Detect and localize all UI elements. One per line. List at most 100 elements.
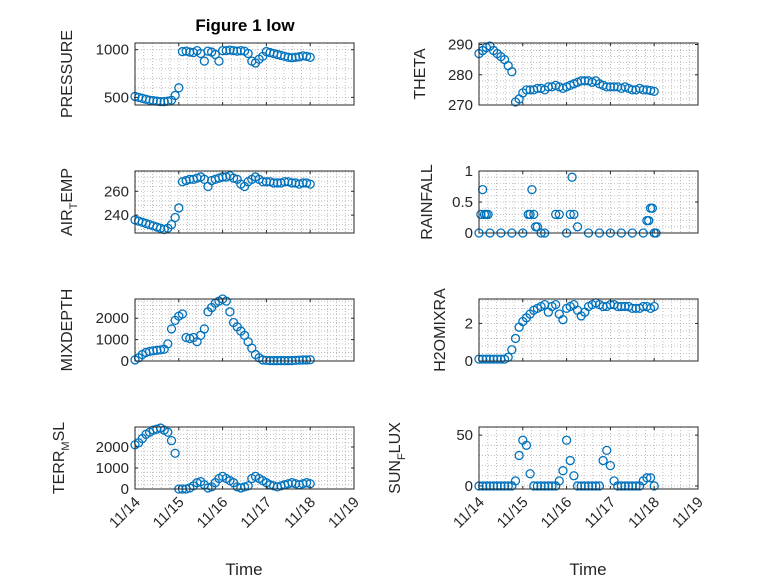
data-point xyxy=(298,355,308,365)
data-point xyxy=(163,427,173,437)
data-point xyxy=(613,481,623,491)
data-point xyxy=(627,481,637,491)
y-tick-label: 50 xyxy=(456,427,473,444)
data-point xyxy=(569,209,579,220)
data-point xyxy=(305,355,315,365)
data-point xyxy=(305,179,315,189)
data-point xyxy=(594,481,605,491)
data-point xyxy=(521,440,532,450)
panel-pressure-y-ticks: 500 1000 xyxy=(96,42,354,106)
sun-flux-label-b: LUX xyxy=(387,422,404,453)
panel-rainfall-grid xyxy=(479,171,698,233)
y-tick-label: 0 xyxy=(121,353,129,370)
data-point xyxy=(551,299,561,310)
y-tick-label: 1000 xyxy=(96,332,129,349)
data-point xyxy=(228,45,239,56)
data-point xyxy=(525,469,535,479)
air-temp-label-a: AIR xyxy=(59,209,76,236)
data-point xyxy=(269,481,279,491)
data-point xyxy=(532,481,543,491)
data-point xyxy=(569,471,579,481)
data-point xyxy=(239,482,250,492)
panel-theta-x-ticks xyxy=(478,43,699,105)
data-point xyxy=(481,481,491,491)
figure-title: Figure 1 low xyxy=(195,16,295,35)
data-point xyxy=(627,303,637,314)
data-point xyxy=(481,354,491,364)
data-point xyxy=(298,479,308,489)
data-point xyxy=(576,481,586,491)
panel-terr-msl-xlabel: Time xyxy=(225,560,262,579)
data-point xyxy=(507,67,517,77)
data-point xyxy=(561,435,572,445)
data-point xyxy=(616,301,626,312)
panel-air-temp-marks xyxy=(130,171,315,235)
panel-h2omixra-grid xyxy=(479,299,698,361)
y-tick-label: 1000 xyxy=(96,42,129,59)
panel-mixdepth-ylabel: MIXDEPTH xyxy=(59,289,76,372)
data-point xyxy=(483,209,493,220)
panel-air-temp-x-ticks xyxy=(134,171,355,233)
data-point xyxy=(166,324,177,334)
data-point xyxy=(565,455,575,466)
data-point xyxy=(199,324,210,334)
data-point xyxy=(572,222,583,232)
data-point xyxy=(269,178,279,188)
panel-pressure-marks xyxy=(130,45,315,107)
panel-h2omixra: 0 2 H2OMIXRA xyxy=(432,288,699,372)
panel-mixdepth: 0 1000 2000 MIXDEPTH xyxy=(59,289,355,372)
y-tick-label: 260 xyxy=(104,183,129,200)
data-point xyxy=(243,481,253,491)
data-point xyxy=(181,332,191,343)
data-point xyxy=(547,481,557,491)
data-point xyxy=(591,481,601,491)
data-point xyxy=(543,481,553,491)
data-point xyxy=(283,479,293,489)
data-point xyxy=(551,209,561,220)
panel-theta-axes-box xyxy=(478,42,699,106)
data-point xyxy=(576,76,586,86)
data-point xyxy=(155,345,166,355)
data-point xyxy=(283,52,293,62)
data-point xyxy=(170,90,180,101)
data-point xyxy=(587,481,597,491)
panel-terr-msl-marks xyxy=(130,423,315,494)
data-point xyxy=(301,478,312,488)
data-point xyxy=(203,483,213,493)
terr-msl-label-b: SL xyxy=(51,422,68,442)
data-point xyxy=(583,481,594,491)
panel-rainfall: 00.51 RAINFALL xyxy=(419,163,699,242)
panel-air-temp-axes-box xyxy=(134,170,355,234)
panel-sun-flux-marks xyxy=(474,435,659,491)
data-point xyxy=(294,355,304,365)
data-point xyxy=(199,56,210,66)
data-point xyxy=(225,307,235,317)
data-point xyxy=(174,203,184,213)
y-tick-label: 280 xyxy=(448,67,473,84)
data-point xyxy=(203,46,213,56)
data-point xyxy=(521,85,532,95)
y-tick-label: 1 xyxy=(465,163,473,180)
data-point xyxy=(163,339,173,349)
y-tick-label: 0 xyxy=(465,225,473,242)
y-tick-label: 2000 xyxy=(96,310,129,327)
panel-sun-flux-ylabel: SUNFLUX xyxy=(387,422,408,494)
y-tick-label: 0 xyxy=(121,481,129,498)
data-point xyxy=(488,354,499,364)
y-tick-label: 2 xyxy=(465,315,473,332)
data-point xyxy=(540,481,550,491)
data-point xyxy=(485,354,495,364)
data-point xyxy=(507,345,517,355)
data-point xyxy=(155,97,166,107)
data-point xyxy=(510,333,521,344)
panel-theta-grid xyxy=(479,43,698,105)
panel-rainfall-y-ticks: 00.51 xyxy=(452,163,698,242)
panel-pressure-axes-box xyxy=(134,42,355,106)
panel-terr-msl-ylabel: TERRMSL xyxy=(51,422,72,494)
panel-pressure-ylabel: PRESSURE xyxy=(59,30,76,118)
data-point xyxy=(649,301,659,312)
data-point xyxy=(514,450,524,461)
data-point xyxy=(558,315,568,325)
data-point xyxy=(613,301,623,312)
